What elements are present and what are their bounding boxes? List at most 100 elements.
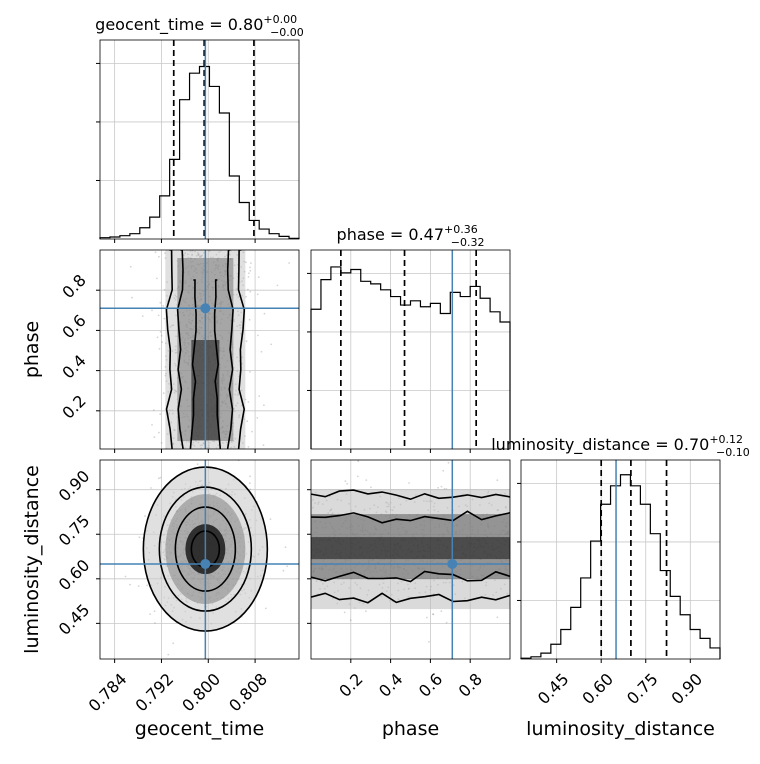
scatter-point xyxy=(191,254,193,257)
scatter-point xyxy=(197,441,200,444)
title-sup: +0.12 xyxy=(709,433,743,446)
histogram-geocent_time xyxy=(99,65,300,239)
joint-frame xyxy=(310,459,511,660)
scatter-point xyxy=(264,607,267,610)
joint-content xyxy=(124,460,288,656)
scatter-point xyxy=(186,253,189,256)
scatter-point xyxy=(192,443,194,446)
marginal-frame-phase xyxy=(310,249,511,450)
scatter-point xyxy=(185,441,188,443)
scatter-point xyxy=(165,359,168,361)
marginal-phase: phase = 0.47+0.36 −0.32 xyxy=(307,223,511,449)
marginal-frame-luminosity_distance xyxy=(520,459,721,660)
scatter-point xyxy=(262,444,265,447)
x-tick-label: 0.6 xyxy=(415,669,446,700)
scatter-point xyxy=(408,482,410,484)
scatter-point xyxy=(237,393,240,395)
scatter-point xyxy=(167,390,170,393)
scatter-point xyxy=(137,585,140,587)
scatter-point xyxy=(157,314,160,317)
scatter-point xyxy=(206,447,209,449)
contour-line xyxy=(311,510,510,524)
contour-line xyxy=(189,279,197,449)
scatter-point xyxy=(248,318,251,321)
scatter-point xyxy=(233,446,236,448)
scatter-point xyxy=(212,256,214,259)
scatter-point xyxy=(241,294,243,297)
scatter-point xyxy=(236,325,239,328)
scatter-point xyxy=(237,296,240,298)
joint-frame xyxy=(99,459,300,660)
x-tick-label: 0.75 xyxy=(623,669,662,708)
scatter-point xyxy=(182,254,185,256)
truth-marker xyxy=(447,558,458,569)
scatter-point xyxy=(192,441,195,444)
scatter-point xyxy=(234,383,237,385)
scatter-point xyxy=(152,409,155,411)
scatter-point xyxy=(432,613,435,616)
scatter-point xyxy=(284,546,287,549)
scatter-point xyxy=(175,335,177,338)
scatter-point xyxy=(233,320,235,323)
scatter-point xyxy=(146,584,149,587)
scatter-point xyxy=(249,475,252,478)
scatter-point xyxy=(191,250,194,252)
scatter-point xyxy=(172,437,175,439)
scatter-point xyxy=(250,262,252,264)
scatter-point xyxy=(154,622,156,624)
title-main: luminosity_distance = 0.70 xyxy=(491,435,709,455)
scatter-point xyxy=(247,288,249,291)
y-tick-label: 0.6 xyxy=(58,311,89,342)
scatter-point xyxy=(141,315,144,317)
contour-line xyxy=(226,250,234,449)
scatter-point xyxy=(172,383,175,385)
scatter-point xyxy=(191,253,194,256)
scatter-point xyxy=(159,413,162,416)
scatter-point xyxy=(243,270,246,273)
scatter-point xyxy=(168,412,171,415)
scatter-point xyxy=(166,433,169,435)
scatter-point xyxy=(199,444,202,447)
scatter-point xyxy=(286,565,288,568)
scatter-point xyxy=(164,257,167,259)
scatter-point xyxy=(357,460,360,463)
scatter-point xyxy=(233,410,236,413)
scatter-point xyxy=(196,251,199,254)
scatter-point xyxy=(194,250,197,253)
scatter-point xyxy=(166,281,168,283)
scatter-point xyxy=(244,435,246,437)
title-sub: −0.00 xyxy=(270,26,304,39)
scatter-point xyxy=(129,583,131,586)
contour-line xyxy=(237,250,246,449)
scatter-point xyxy=(343,611,346,614)
scatter-point xyxy=(175,351,178,354)
title-main: geocent_time = 0.80 xyxy=(95,15,263,35)
scatter-point xyxy=(282,569,285,572)
scatter-point xyxy=(164,252,166,255)
scatter-point xyxy=(153,436,156,439)
scatter-point xyxy=(208,441,211,444)
joint-geocent_time-vs-phase xyxy=(100,250,299,449)
scatter-point xyxy=(164,366,167,368)
scatter-point xyxy=(242,284,245,287)
scatter-point xyxy=(173,428,176,431)
scatter-point xyxy=(447,461,450,464)
scatter-point xyxy=(247,401,250,403)
y-tick-label: 0.4 xyxy=(58,351,89,382)
marginal-luminosity_distance: luminosity_distance = 0.70+0.12 −0.10 xyxy=(491,433,750,659)
scatter-point xyxy=(233,407,236,410)
scatter-point xyxy=(236,254,239,256)
scatter-point xyxy=(236,356,239,359)
scatter-point xyxy=(240,311,243,314)
scatter-point xyxy=(241,362,243,365)
scatter-point xyxy=(245,340,248,343)
scatter-point xyxy=(243,260,246,263)
scatter-point xyxy=(173,392,176,394)
scatter-point xyxy=(166,295,169,297)
x-tick-label: 0.4 xyxy=(375,669,406,700)
scatter-point xyxy=(149,613,152,615)
scatter-point xyxy=(175,345,177,348)
scatter-point xyxy=(248,482,251,485)
scatter-point xyxy=(219,250,222,252)
